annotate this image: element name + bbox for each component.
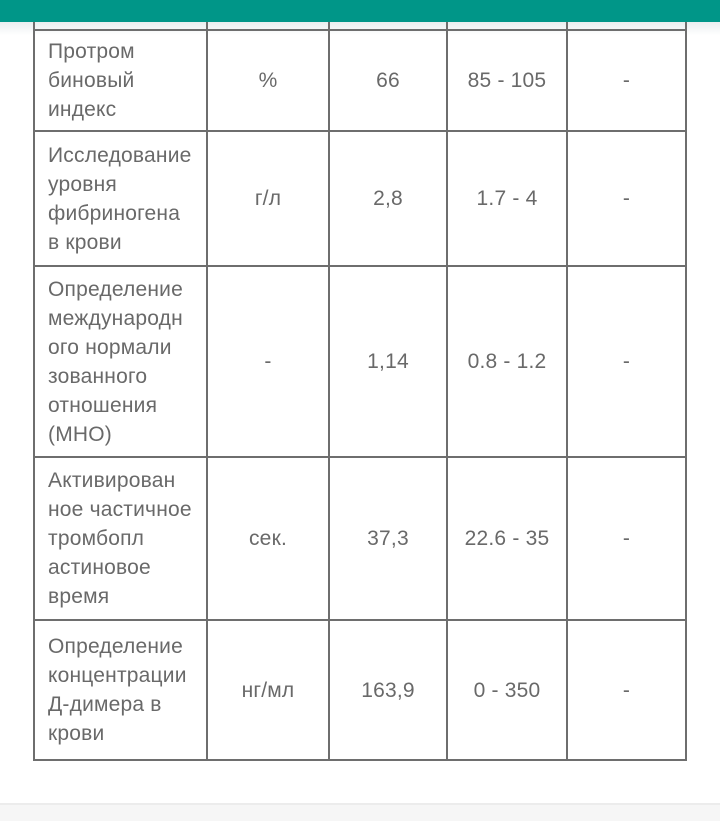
result-cell: 163,9 bbox=[330, 621, 448, 761]
result-cell: 66 bbox=[330, 31, 448, 132]
result-cell: 1,14 bbox=[330, 267, 448, 458]
test-name-cell: Протром биновый индекс bbox=[33, 31, 208, 132]
reference-range-cell: 85 - 105 bbox=[448, 31, 568, 132]
lab-results-table: Протром биновый индекс % 66 85 - 105 - И… bbox=[33, 22, 687, 761]
test-name-cell: Исследование уровня фибриногена в крови bbox=[33, 132, 208, 267]
app-bar bbox=[0, 0, 720, 22]
test-name-cell: Определение международн ого нормали зова… bbox=[33, 267, 208, 458]
note-cell: - bbox=[568, 31, 687, 132]
table-row: Определение концентрации Д-димера в кров… bbox=[33, 621, 687, 761]
note-cell: - bbox=[568, 132, 687, 267]
unit-cell: нг/мл bbox=[208, 621, 330, 761]
note-cell: - bbox=[568, 458, 687, 621]
unit-cell: - bbox=[208, 267, 330, 458]
unit-cell: % bbox=[208, 31, 330, 132]
table-row: Исследование уровня фибриногена в крови … bbox=[33, 132, 687, 267]
reference-range-cell bbox=[448, 22, 568, 31]
test-name-cell: Определение концентрации Д-димера в кров… bbox=[33, 621, 208, 761]
reference-range-cell: 1.7 - 4 bbox=[448, 132, 568, 267]
result-cell bbox=[330, 22, 448, 31]
note-cell bbox=[568, 22, 687, 31]
reference-range-cell: 22.6 - 35 bbox=[448, 458, 568, 621]
test-name-cell: Активирован ное частичное тромбопл астин… bbox=[33, 458, 208, 621]
reference-range-cell: 0.8 - 1.2 bbox=[448, 267, 568, 458]
result-cell: 2,8 bbox=[330, 132, 448, 267]
unit-cell: г/л bbox=[208, 132, 330, 267]
table-row-clipped bbox=[33, 22, 687, 31]
bottom-bar bbox=[0, 803, 720, 821]
reference-range-cell: 0 - 350 bbox=[448, 621, 568, 761]
table-row: Активирован ное частичное тромбопл астин… bbox=[33, 458, 687, 621]
note-cell: - bbox=[568, 267, 687, 458]
table-row: Определение международн ого нормали зова… bbox=[33, 267, 687, 458]
result-cell: 37,3 bbox=[330, 458, 448, 621]
note-cell: - bbox=[568, 621, 687, 761]
unit-cell bbox=[208, 22, 330, 31]
test-name-cell bbox=[33, 22, 208, 31]
table-row: Протром биновый индекс % 66 85 - 105 - bbox=[33, 31, 687, 132]
unit-cell: сек. bbox=[208, 458, 330, 621]
